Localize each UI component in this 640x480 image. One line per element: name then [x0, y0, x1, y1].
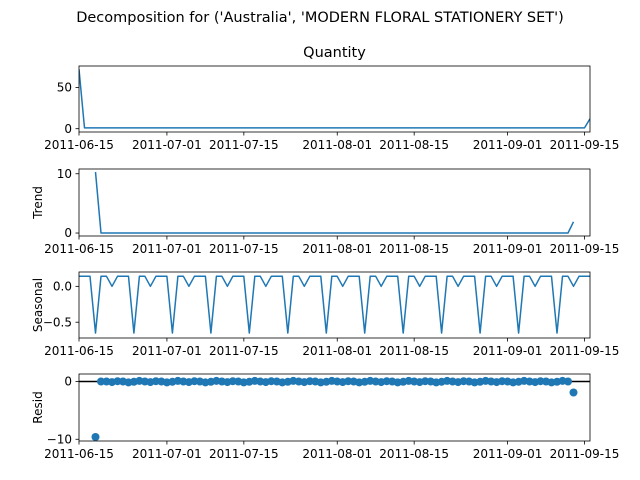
x-tick-label: 2011-08-15 [379, 344, 449, 358]
subplot-3: Seasonal 2011-06-15 2011-07-01 2011-07-15 20… [31, 271, 620, 358]
resid-point [91, 433, 100, 441]
x-tick-label: 2011-07-15 [209, 447, 279, 461]
seasonal-line [79, 275, 590, 334]
x-tick-label: 2011-09-15 [550, 344, 620, 358]
subplot-2: Trend 2011-06-15 2011-07-01 2011-07-15 2011-… [31, 167, 619, 256]
plot-data [79, 275, 590, 334]
resid-point [558, 376, 567, 385]
y-tick-label: 0 [64, 226, 72, 240]
axes-frame [78, 271, 591, 339]
plot-data [79, 69, 590, 129]
subplot-4: Resid 2011-06-15 2011-07-01 2011-07-15 2011-… [31, 373, 620, 461]
x-tick-label: 2011-09-01 [473, 344, 543, 358]
subplot-title: Quantity [303, 45, 366, 61]
y-axis-label: Trend [31, 186, 45, 220]
y-tick-label: 10 [57, 167, 72, 181]
x-tick-label: 2011-09-01 [473, 138, 543, 152]
x-tick-label: 2011-06-15 [44, 242, 114, 256]
axes-frame [78, 65, 591, 133]
x-tick-label: 2011-09-01 [473, 242, 543, 256]
x-tick-label: 2011-07-01 [132, 138, 202, 152]
y-tick-label: −10 [47, 432, 72, 446]
x-tick-label: 2011-07-15 [209, 242, 279, 256]
y-axis-label: Resid [31, 391, 45, 423]
x-tick-label: 2011-08-15 [379, 138, 449, 152]
axes-frame [78, 373, 591, 442]
subplot-1: Quantity 2011-06-15 2011-07-01 2011-07-15 20… [44, 45, 619, 152]
figure-title: Decomposition for ('Australia', 'MODERN … [76, 10, 564, 26]
y-tick-label: −0.5 [43, 315, 72, 329]
resid-point [97, 377, 105, 386]
x-tick-label: 2011-08-01 [302, 344, 372, 358]
x-tick-label: 2011-07-01 [132, 344, 202, 358]
y-tick-label: 0.0 [53, 280, 72, 294]
x-tick-label: 2011-09-15 [550, 242, 620, 256]
y-tick-label: 0 [64, 375, 72, 389]
x-tick-label: 2011-06-15 [44, 447, 114, 461]
resid-point [569, 388, 578, 397]
x-tick-label: 2011-06-15 [44, 138, 114, 152]
series-line [79, 69, 590, 129]
axes-frame [78, 168, 591, 237]
x-tick-label: 2011-09-15 [550, 447, 620, 461]
x-tick-label: 2011-09-15 [550, 138, 620, 152]
x-tick-label: 2011-07-15 [209, 138, 279, 152]
plot-data [94, 171, 575, 234]
y-axis-label: Seasonal [31, 278, 45, 332]
subplot-panels: Quantity 2011-06-15 2011-07-01 2011-07-15 20… [31, 45, 619, 461]
x-tick-label: 2011-08-01 [302, 447, 372, 461]
x-tick-label: 2011-06-15 [44, 344, 114, 358]
series-line [94, 171, 575, 234]
x-tick-label: 2011-08-15 [379, 447, 449, 461]
x-tick-label: 2011-08-01 [302, 242, 372, 256]
x-tick-label: 2011-07-01 [132, 242, 202, 256]
y-tick-label: 0 [64, 122, 72, 136]
y-tick-label: 50 [57, 81, 72, 95]
x-tick-label: 2011-08-15 [379, 242, 449, 256]
x-tick-label: 2011-09-01 [473, 447, 543, 461]
x-tick-label: 2011-07-01 [132, 447, 202, 461]
x-tick-label: 2011-08-01 [302, 138, 372, 152]
x-tick-label: 2011-07-15 [209, 344, 279, 358]
